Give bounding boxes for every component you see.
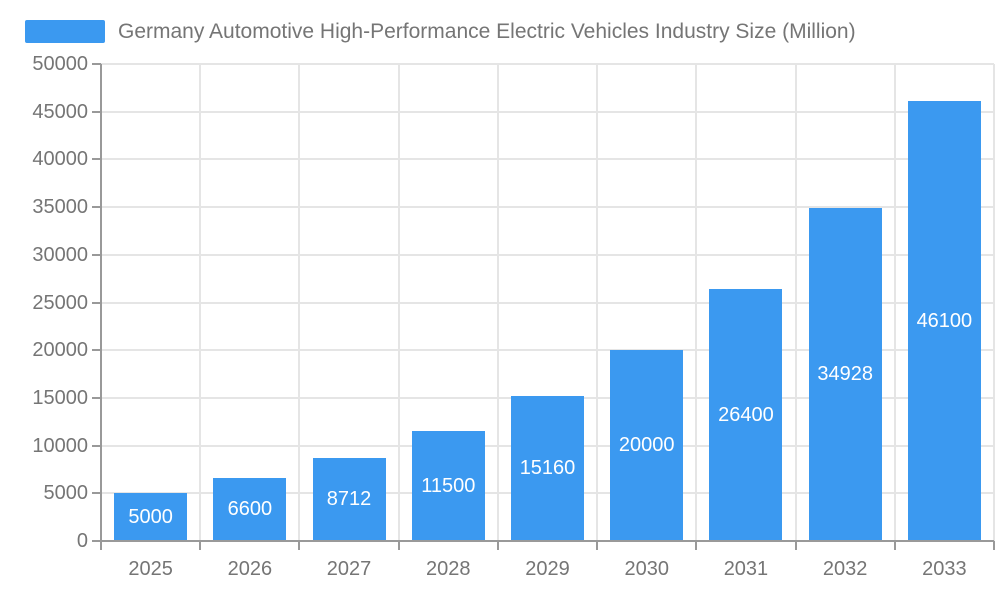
y-axis-tick [92, 206, 101, 209]
bar-2028[interactable]: 11500 [411, 431, 485, 541]
v-gridline [397, 64, 400, 541]
h-gridline [101, 110, 994, 113]
x-tick-label: 2028 [426, 558, 471, 580]
x-tick-label: 2030 [624, 558, 669, 580]
y-tick-label: 0 [76, 530, 88, 552]
v-gridline [496, 64, 499, 541]
bar-2029[interactable]: 15160 [511, 396, 584, 541]
y-tick-label: 5000 [43, 482, 89, 505]
y-tick-label: 15000 [32, 386, 88, 409]
bar-2033[interactable]: 46100 [907, 101, 981, 541]
y-axis-tick [92, 396, 101, 399]
h-gridline [101, 158, 994, 161]
bar-value-label: 11500 [421, 474, 476, 497]
legend-label: Germany Automotive High-Performance Elec… [118, 20, 856, 43]
v-gridline [893, 64, 896, 541]
x-axis-tick [298, 541, 301, 550]
h-gridline [101, 206, 994, 209]
x-tick-label: 2032 [822, 558, 868, 580]
y-axis-tick [92, 253, 101, 256]
bar-value-label: 6600 [227, 498, 273, 520]
bar-value-label: 8712 [326, 487, 372, 510]
y-tick-label: 35000 [32, 196, 88, 219]
y-tick-label: 50000 [32, 53, 88, 75]
y-axis-tick [92, 110, 101, 113]
x-axis-tick [993, 541, 995, 550]
y-axis-tick [92, 349, 101, 352]
x-tick-label: 2033 [922, 558, 967, 580]
x-axis-tick [596, 541, 599, 550]
bar-2031[interactable]: 26400 [709, 289, 783, 541]
y-tick-label: 45000 [32, 100, 88, 123]
x-axis-tick [100, 541, 102, 550]
y-tick-label: 30000 [32, 243, 88, 266]
h-gridline [101, 253, 994, 256]
x-axis-tick [695, 541, 698, 550]
x-axis-tick [397, 541, 400, 550]
legend-item[interactable]: Germany Automotive High-Performance Elec… [25, 20, 856, 43]
bar-value-label: 5000 [128, 505, 173, 528]
y-axis-tick [92, 492, 101, 495]
bar-2025[interactable]: 5000 [114, 493, 188, 541]
v-gridline [596, 64, 599, 541]
y-tick-label: 20000 [32, 339, 88, 362]
x-axis-tick [893, 541, 896, 550]
v-gridline [993, 64, 995, 541]
y-axis-tick [92, 63, 101, 65]
bar-value-label: 46100 [916, 309, 973, 332]
x-tick-label: 2029 [525, 558, 570, 580]
h-gridline [101, 349, 994, 352]
bar-value-label: 26400 [718, 403, 774, 426]
h-gridline [101, 301, 994, 304]
bar-value-label: 15160 [519, 457, 576, 480]
h-gridline [101, 63, 994, 65]
bar-value-label: 34928 [817, 362, 873, 385]
x-tick-label: 2025 [128, 558, 173, 580]
x-tick-label: 2026 [227, 558, 273, 580]
x-axis-tick [496, 541, 499, 550]
y-tick-label: 40000 [32, 148, 88, 171]
x-axis-tick [199, 541, 202, 550]
y-axis-tick [92, 301, 101, 304]
x-axis-line [101, 540, 994, 542]
v-gridline [695, 64, 698, 541]
x-tick-label: 2027 [326, 558, 372, 580]
bar-2027[interactable]: 8712 [312, 457, 386, 541]
legend-swatch [25, 20, 105, 43]
bar-value-label: 20000 [618, 434, 675, 457]
v-gridline [199, 64, 202, 541]
bar-2032[interactable]: 34928 [808, 207, 882, 541]
bar-2026[interactable]: 6600 [213, 478, 287, 541]
y-tick-label: 10000 [32, 434, 88, 457]
y-axis-tick [92, 158, 101, 161]
y-axis-tick [92, 540, 101, 542]
x-axis-tick [794, 541, 797, 550]
y-axis-tick [92, 444, 101, 447]
x-tick-label: 2031 [723, 558, 769, 580]
y-tick-label: 25000 [32, 291, 88, 314]
bar-2030[interactable]: 20000 [610, 350, 684, 541]
v-gridline [298, 64, 301, 541]
y-axis-line [100, 64, 102, 541]
v-gridline [794, 64, 797, 541]
